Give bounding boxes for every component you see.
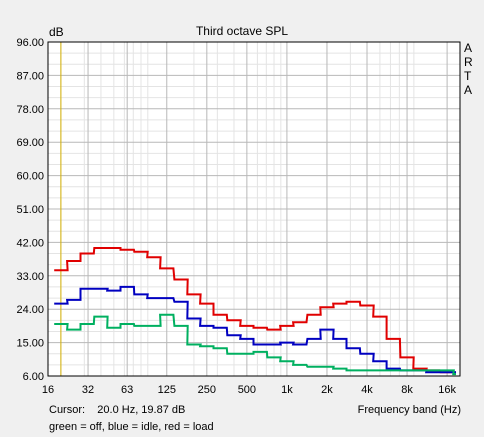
side-letter: A bbox=[464, 41, 473, 55]
y-tick-label: 42.00 bbox=[16, 237, 44, 249]
y-tick-label: 33.00 bbox=[16, 271, 44, 283]
series-line bbox=[54, 285, 456, 374]
x-tick-label: 16k bbox=[438, 384, 456, 396]
x-tick-label: 2k bbox=[321, 384, 333, 396]
x-tick-label: 32 bbox=[82, 384, 94, 396]
y-tick-label: 24.00 bbox=[16, 304, 44, 316]
y-axis-label: dB bbox=[49, 25, 64, 39]
series-line bbox=[54, 247, 456, 374]
x-axis-label: Frequency band (Hz) bbox=[357, 404, 461, 416]
y-tick-label: 60.00 bbox=[16, 171, 44, 183]
side-letter: T bbox=[464, 69, 472, 83]
y-tick-label: 87.00 bbox=[16, 70, 44, 82]
x-tick-label: 1k bbox=[281, 384, 293, 396]
y-tick-label: 96.00 bbox=[16, 37, 44, 49]
side-letter: R bbox=[464, 55, 473, 69]
x-tick-label: 500 bbox=[238, 384, 256, 396]
series-line bbox=[54, 313, 456, 376]
legend-text: green = off, blue = idle, red = load bbox=[49, 421, 214, 433]
side-letter: A bbox=[464, 83, 473, 97]
chart-title: Third octave SPL bbox=[195, 24, 289, 38]
cursor-readout: Cursor: 20.0 Hz, 19.87 dB bbox=[49, 404, 186, 416]
x-tick-label: 16 bbox=[42, 384, 54, 396]
y-tick-label: 78.00 bbox=[16, 104, 44, 116]
y-tick-label: 69.00 bbox=[16, 137, 44, 149]
y-tick-label: 51.00 bbox=[16, 204, 44, 216]
x-tick-label: 125 bbox=[158, 384, 176, 396]
y-tick-label: 6.00 bbox=[23, 371, 44, 383]
plot-border bbox=[47, 41, 461, 377]
x-tick-label: 8k bbox=[401, 384, 413, 396]
x-tick-label: 250 bbox=[198, 384, 216, 396]
x-tick-label: 4k bbox=[361, 384, 373, 396]
y-tick-label: 15.00 bbox=[16, 338, 44, 350]
x-tick-label: 63 bbox=[121, 384, 133, 396]
